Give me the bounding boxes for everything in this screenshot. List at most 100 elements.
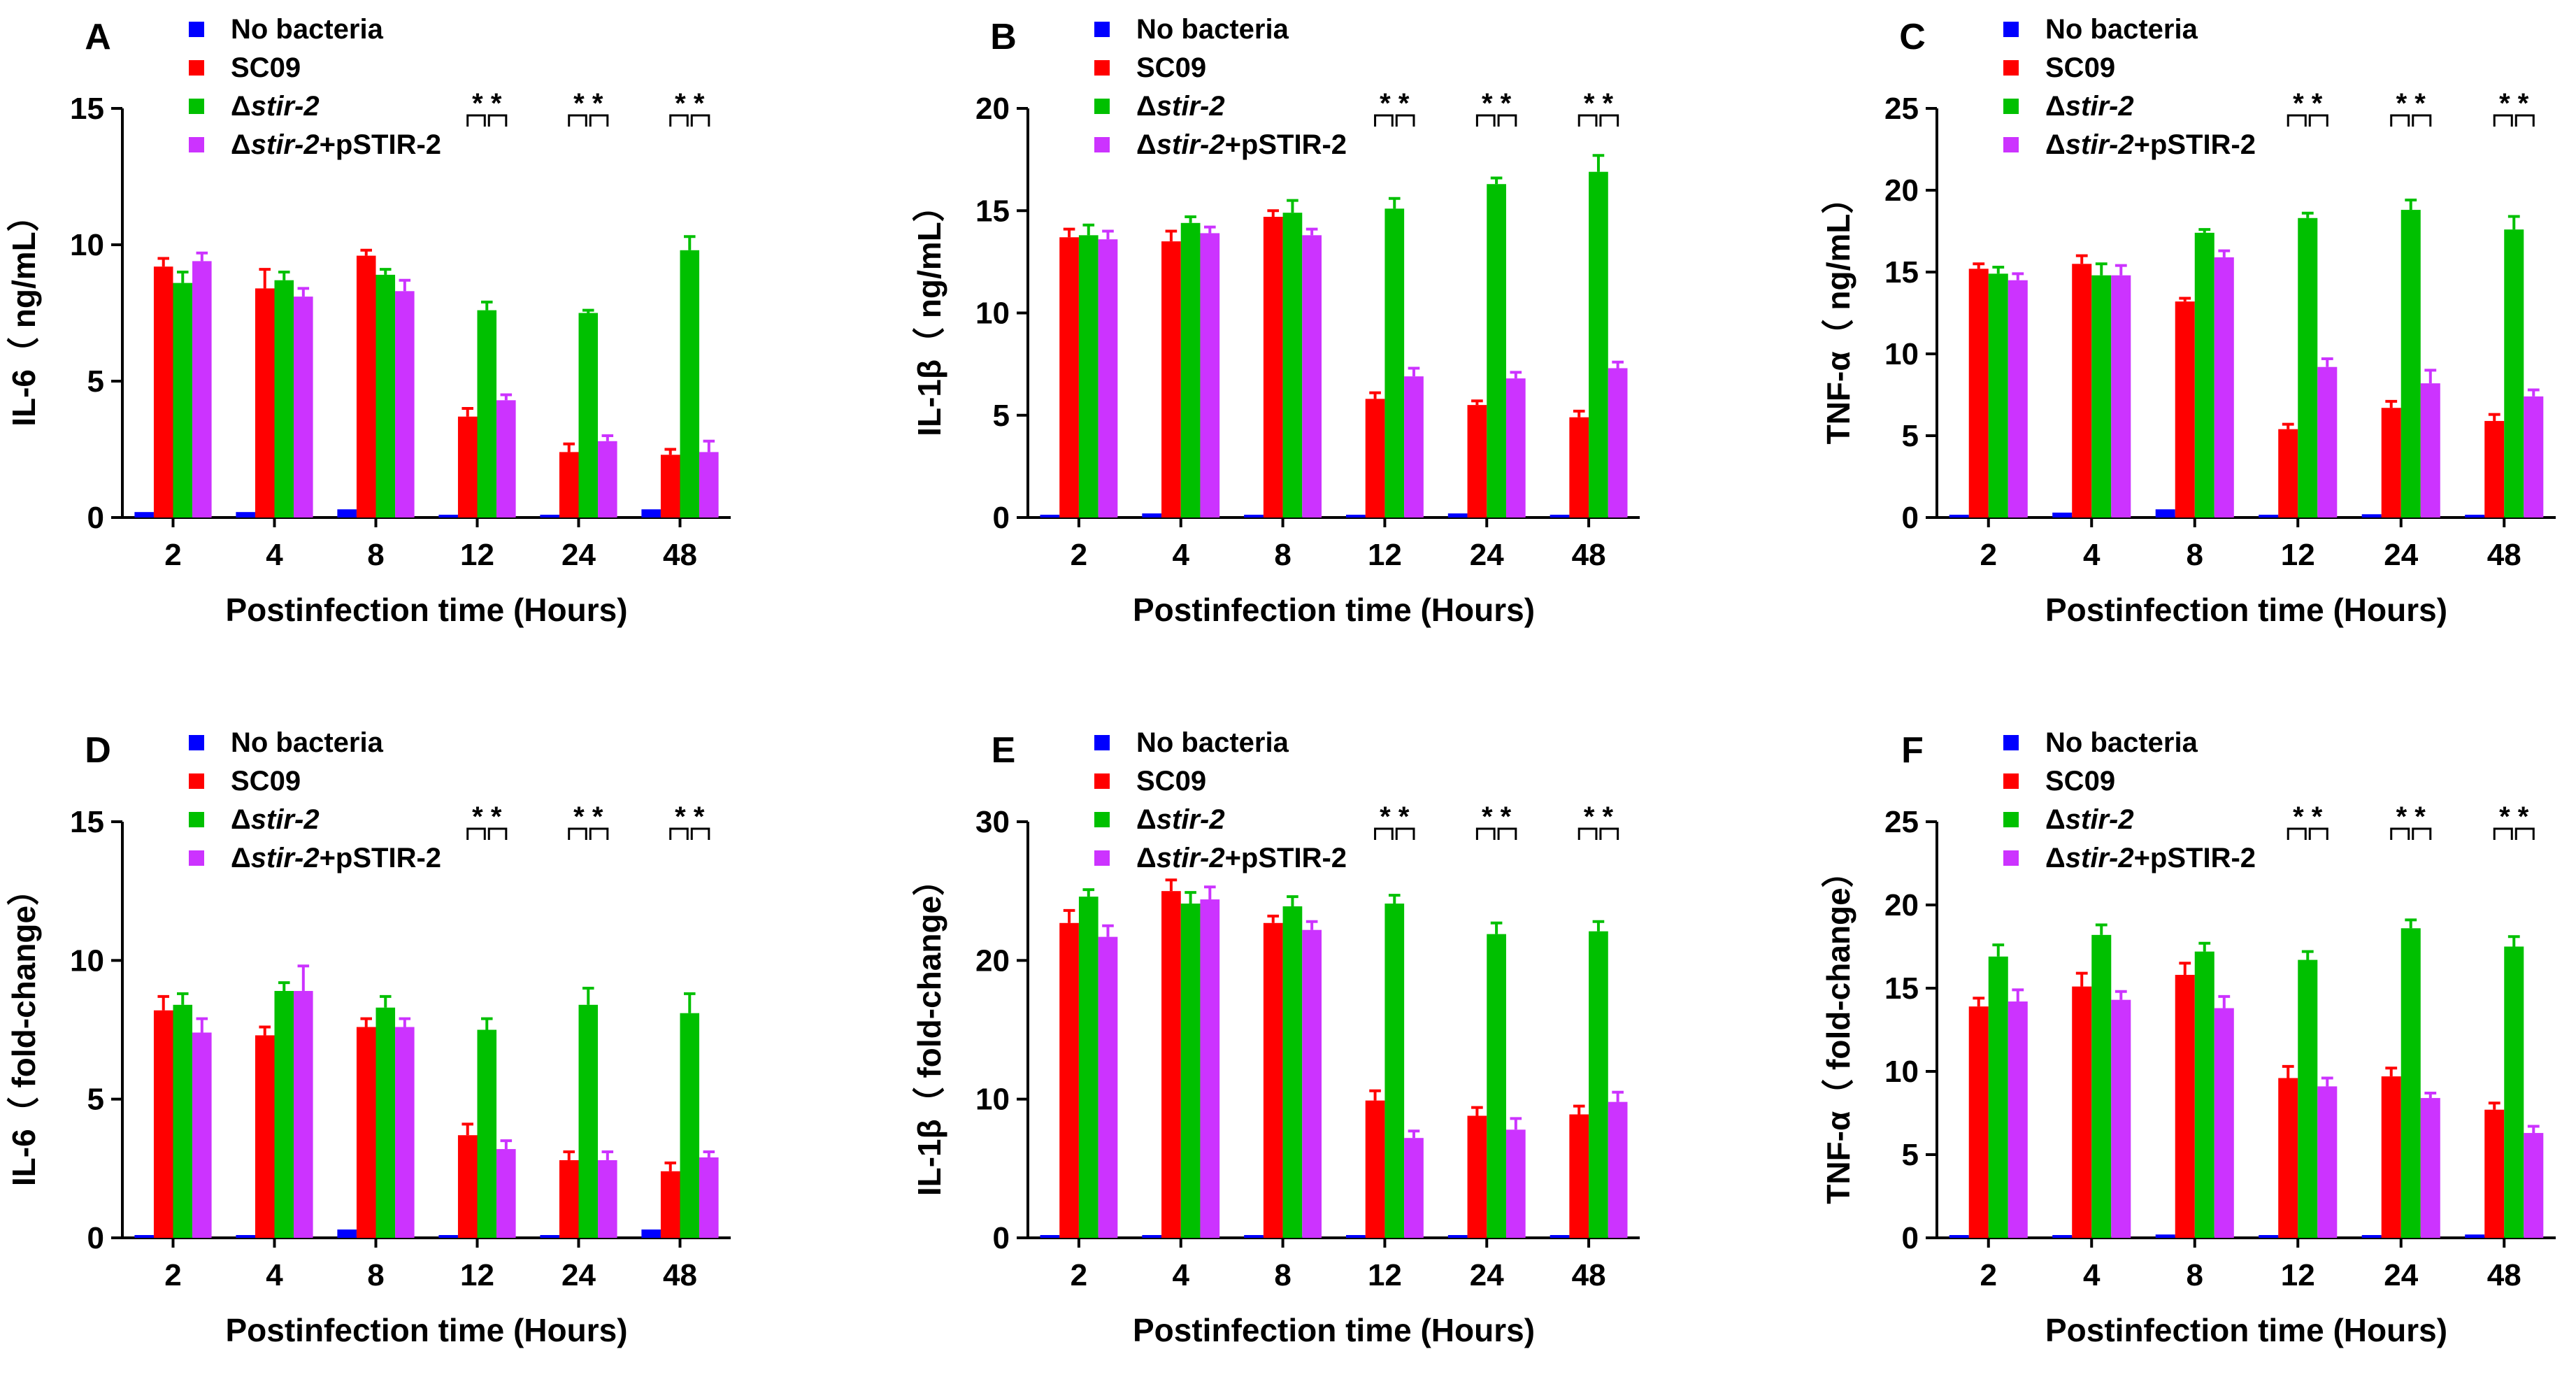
bar-stir2-pstir2-2h xyxy=(192,1032,212,1238)
bar-stir2-pstir2-2h xyxy=(192,261,212,518)
legend-swatch-sc09 xyxy=(1094,60,1110,76)
significance-label: * * xyxy=(573,801,603,832)
bar-stir2-24h xyxy=(1487,184,1506,518)
panel-letter: B xyxy=(990,17,1017,57)
legend-label-sc09: SC09 xyxy=(1136,766,1206,797)
significance-label: * * xyxy=(2396,801,2426,832)
legend-delta: Δ xyxy=(1136,129,1157,160)
bar-stir2-pstir2-8h xyxy=(1302,235,1322,518)
bar-sc09-8h xyxy=(1263,217,1283,518)
x-tick-label: 48 xyxy=(2487,538,2521,572)
x-tick-label: 12 xyxy=(2281,538,2315,572)
x-tick-label: 8 xyxy=(2187,538,2203,572)
x-tick-label: 24 xyxy=(2384,1258,2418,1292)
bar-sc09-12h xyxy=(457,1135,478,1238)
bar-stir2-8h xyxy=(375,1007,396,1238)
x-tick-label: 8 xyxy=(1274,538,1291,572)
legend-suffix: +pSTIR-2 xyxy=(320,129,441,160)
bar-stir2-48h xyxy=(2504,946,2524,1238)
bar-no-bacteria-4h xyxy=(236,512,255,518)
y-tick-label: 0 xyxy=(1902,501,1919,535)
significance-bracket xyxy=(2412,827,2432,840)
significance-bracket xyxy=(2308,114,2328,127)
significance-bracket xyxy=(1599,827,1619,840)
bar-stir2-8h xyxy=(2194,951,2214,1238)
x-tick-label: 48 xyxy=(1572,1258,1606,1292)
bar-stir2-24h xyxy=(578,313,599,518)
significance-marker: * * xyxy=(2287,88,2328,127)
significance-label: * * xyxy=(2499,801,2529,832)
y-tick-label: 25 xyxy=(1884,92,1919,126)
legend-swatch-sc09 xyxy=(2003,60,2019,76)
x-tick-label: 2 xyxy=(1980,538,1997,572)
legend-suffix: +pSTIR-2 xyxy=(1225,843,1347,873)
x-axis-title: Postinfection time (Hours) xyxy=(225,592,627,628)
legend-label-no-bacteria: No bacteria xyxy=(1136,727,1289,758)
legend-label-sc09: SC09 xyxy=(1136,52,1206,83)
significance-bracket xyxy=(589,114,609,127)
significance-marker: * * xyxy=(568,88,609,127)
bar-no-bacteria-2h xyxy=(1949,1235,1969,1238)
significance-bracket xyxy=(2308,827,2328,840)
legend-delta: Δ xyxy=(2045,129,2066,160)
legend-swatch-stir2 xyxy=(2003,812,2019,827)
bar-sc09-2h xyxy=(1968,1006,1989,1238)
legend-swatch-no-bacteria xyxy=(2003,735,2019,750)
bar-stir2-pstir2-8h xyxy=(2214,257,2234,518)
bar-sc09-8h xyxy=(2175,301,2195,518)
significance-label: * * xyxy=(1584,801,1614,832)
bar-sc09-12h xyxy=(1365,1100,1385,1238)
bar-stir2-24h xyxy=(1487,934,1506,1238)
bar-no-bacteria-4h xyxy=(1142,1235,1162,1238)
y-tick-label: 30 xyxy=(975,805,1010,839)
legend-swatch-sc09 xyxy=(2003,773,2019,789)
significance-bracket xyxy=(2514,114,2535,127)
significance-bracket xyxy=(466,827,486,840)
panel-letter: D xyxy=(85,730,111,771)
bar-sc09-8h xyxy=(356,1027,376,1238)
bar-stir2-48h xyxy=(2504,229,2524,518)
legend-suffix: SC09 xyxy=(2045,766,2115,797)
legend-delta: Δ xyxy=(231,843,251,873)
y-tick-label: 5 xyxy=(87,1083,104,1117)
legend-label-stir2-pstir2: Δstir-2+pSTIR-2 xyxy=(2045,843,2256,873)
legend-label-stir2-pstir2: Δstir-2+pSTIR-2 xyxy=(2045,129,2256,160)
x-tick-label: 4 xyxy=(1173,538,1190,572)
x-axis-title: Postinfection time (Hours) xyxy=(225,1312,627,1348)
legend-suffix: SC09 xyxy=(231,52,301,83)
y-tick-label: 0 xyxy=(87,1221,104,1255)
significance-label: * * xyxy=(2396,88,2426,119)
bar-no-bacteria-12h xyxy=(2259,1235,2279,1238)
bar-no-bacteria-8h xyxy=(337,1229,357,1238)
significance-bracket xyxy=(2390,114,2410,127)
significance-bracket xyxy=(2412,114,2432,127)
legend-label-stir2: Δstir-2 xyxy=(2045,91,2134,122)
bar-stir2-pstir2-2h xyxy=(1098,936,1118,1238)
bar-no-bacteria-8h xyxy=(1244,515,1264,518)
panel-letter: A xyxy=(85,17,111,57)
bar-no-bacteria-48h xyxy=(1550,1235,1570,1238)
bar-stir2-pstir2-12h xyxy=(2317,1086,2338,1238)
bar-stir2-pstir2-8h xyxy=(2214,1008,2234,1238)
bar-no-bacteria-48h xyxy=(1550,515,1570,518)
y-tick-label: 10 xyxy=(1884,1055,1919,1089)
significance-bracket xyxy=(669,827,689,840)
y-tick-label: 10 xyxy=(975,1083,1010,1117)
bar-stir2-pstir2-24h xyxy=(598,1160,617,1238)
significance-bracket xyxy=(690,114,710,127)
significance-bracket xyxy=(1497,114,1517,127)
y-tick-label: 0 xyxy=(1902,1221,1919,1255)
bar-no-bacteria-8h xyxy=(337,509,357,518)
bar-stir2-pstir2-4h xyxy=(2111,999,2131,1238)
bar-sc09-48h xyxy=(2484,1109,2505,1238)
bar-sc09-4h xyxy=(1161,891,1181,1238)
bar-stir2-pstir2-4h xyxy=(294,297,313,518)
x-axis-title: Postinfection time (Hours) xyxy=(1133,1312,1535,1348)
significance-bracket xyxy=(2493,114,2513,127)
legend-label-no-bacteria: No bacteria xyxy=(2045,14,2198,45)
x-axis-title: Postinfection time (Hours) xyxy=(2045,592,2447,628)
legend-swatch-stir2-pstir2 xyxy=(2003,137,2019,152)
